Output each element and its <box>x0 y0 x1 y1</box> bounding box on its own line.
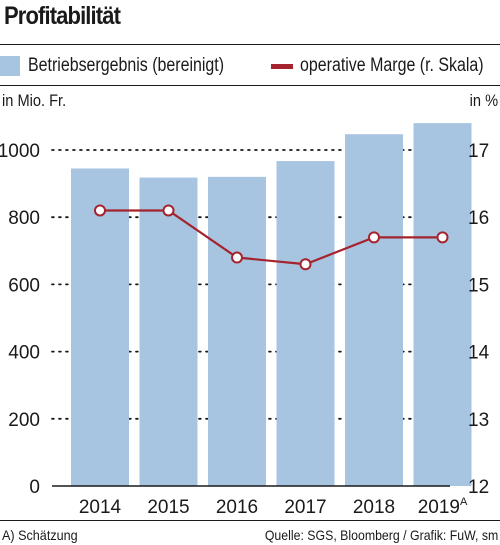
legend: Betriebsergebnis (bereinigt) operative M… <box>0 51 500 85</box>
title-divider <box>0 44 500 45</box>
right-axis-tick-label: 14 <box>468 343 490 364</box>
left-axis-tick-label: 800 <box>8 208 40 229</box>
bar <box>208 176 266 486</box>
bar <box>71 168 129 487</box>
margin-point <box>299 258 312 271</box>
legend-line-swatch <box>271 64 293 69</box>
footnote: A) Schätzung <box>2 527 78 543</box>
bar <box>413 123 472 487</box>
right-axis-tick-label: 13 <box>468 410 489 431</box>
x-axis-tick-label: 2014 <box>79 497 122 518</box>
right-axis-tick-label: 17 <box>468 141 489 162</box>
margin-line <box>100 209 443 266</box>
left-axis-tick-label: 1000 <box>0 141 40 162</box>
x-axis-tick-label: 2016 <box>216 497 258 518</box>
margin-point <box>368 231 380 244</box>
right-axis-tick-label: 15 <box>468 275 489 296</box>
footer-divider <box>0 520 500 521</box>
bar <box>345 134 403 486</box>
legend-line-label: operative Marge (r. Skala) <box>300 55 484 76</box>
left-axis-tick-label: 200 <box>8 410 40 431</box>
source-credit: Quelle: SGS, Bloomberg / Grafik: FuW, sm <box>264 527 498 543</box>
right-axis-tick-label: 12 <box>468 477 489 498</box>
x-axis-tick-label: 2019A <box>418 496 468 518</box>
left-axis-tick-label: 0 <box>29 477 40 498</box>
legend-bar-label: Betriebsergebnis (bereinigt) <box>28 55 225 76</box>
legend-bar-swatch <box>0 56 20 76</box>
legend-divider <box>0 85 500 86</box>
x-axis-tick-label: 2015 <box>147 497 189 518</box>
right-axis-tick-label: 16 <box>468 208 489 229</box>
left-axis-tick-label: 400 <box>8 343 40 364</box>
bar <box>139 177 198 486</box>
right-axis-unit: in % <box>469 91 498 110</box>
x-axis-tick-superscript: A <box>460 496 468 508</box>
x-axis-tick-label: 2018 <box>353 497 395 518</box>
margin-point <box>94 204 106 217</box>
x-axis-tick-label: 2017 <box>284 497 326 518</box>
chart-title: Profitabilität <box>4 2 121 30</box>
left-axis-tick-label: 600 <box>8 275 40 296</box>
margin-point <box>162 204 175 217</box>
bar <box>276 161 335 486</box>
left-axis-unit: in Mio. Fr. <box>2 91 67 110</box>
margin-point <box>231 251 243 264</box>
margin-point <box>436 231 449 244</box>
